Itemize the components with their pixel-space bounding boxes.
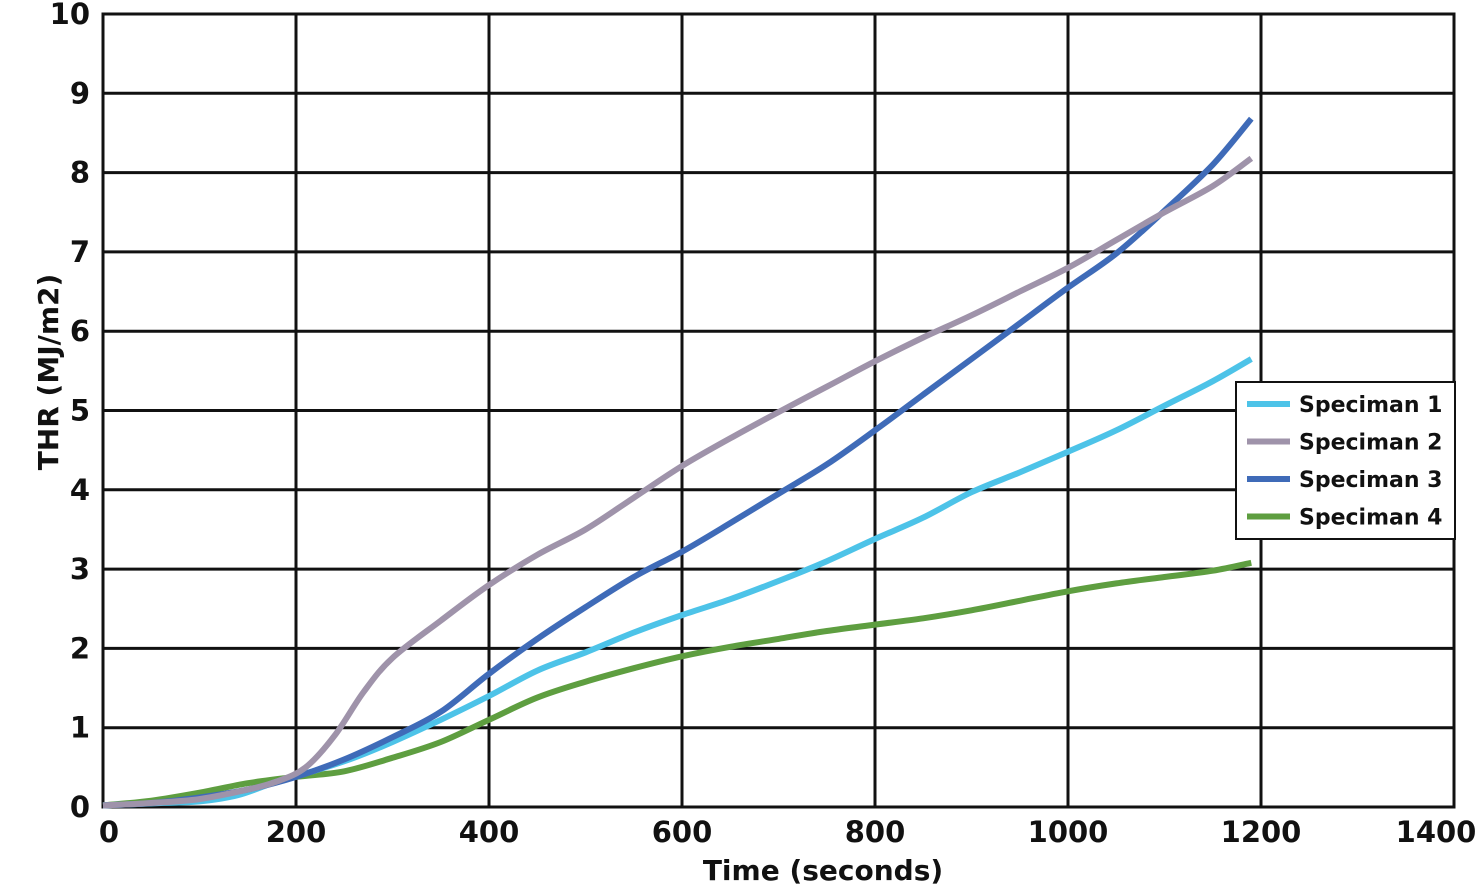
legend: Speciman 1 Speciman 2 Speciman 3 Speciman 4 — [1235, 381, 1456, 540]
x-tick-label: 1400 — [1396, 815, 1477, 849]
y-tick-label: 2 — [70, 631, 90, 665]
series-line-speciman-3 — [102, 116, 1254, 809]
series-lines — [102, 116, 1254, 809]
y-tick-label: 6 — [70, 314, 90, 348]
x-tick-label: 800 — [845, 815, 906, 849]
legend-label-speciman-2: Speciman 2 — [1299, 431, 1443, 456]
x-tick-label: 1200 — [1221, 815, 1302, 849]
y-tick-label: 10 — [50, 0, 90, 31]
y-tick-label: 5 — [70, 394, 90, 428]
x-tick-label: 1000 — [1028, 815, 1109, 849]
legend-label-speciman-3: Speciman 3 — [1299, 468, 1443, 493]
y-tick-label: 9 — [70, 76, 90, 110]
legend-box — [1235, 381, 1456, 540]
x-tick-label: 600 — [652, 815, 713, 849]
y-tick-label: 8 — [70, 156, 90, 190]
x-axis-title: Time (seconds) — [703, 854, 943, 887]
y-tick-label: 1 — [70, 711, 90, 745]
x-tick-label: 200 — [266, 815, 327, 849]
y-axis-title: THR (MJ/m2) — [32, 274, 65, 471]
x-tick-labels: 0 200 400 600 800 1000 1200 1400 — [99, 815, 1476, 849]
legend-label-speciman-1: Speciman 1 — [1299, 393, 1443, 418]
y-tick-label: 7 — [70, 235, 90, 269]
y-tick-label: 4 — [70, 473, 90, 507]
y-tick-label: 0 — [70, 790, 90, 824]
series-line-speciman-2 — [102, 155, 1254, 809]
legend-label-speciman-4: Speciman 4 — [1299, 506, 1443, 531]
x-tick-label: 0 — [99, 815, 119, 849]
y-tick-label: 3 — [70, 552, 90, 586]
y-tick-labels: 0 1 2 3 4 5 6 7 8 9 10 — [50, 0, 90, 824]
x-tick-label: 400 — [459, 815, 520, 849]
